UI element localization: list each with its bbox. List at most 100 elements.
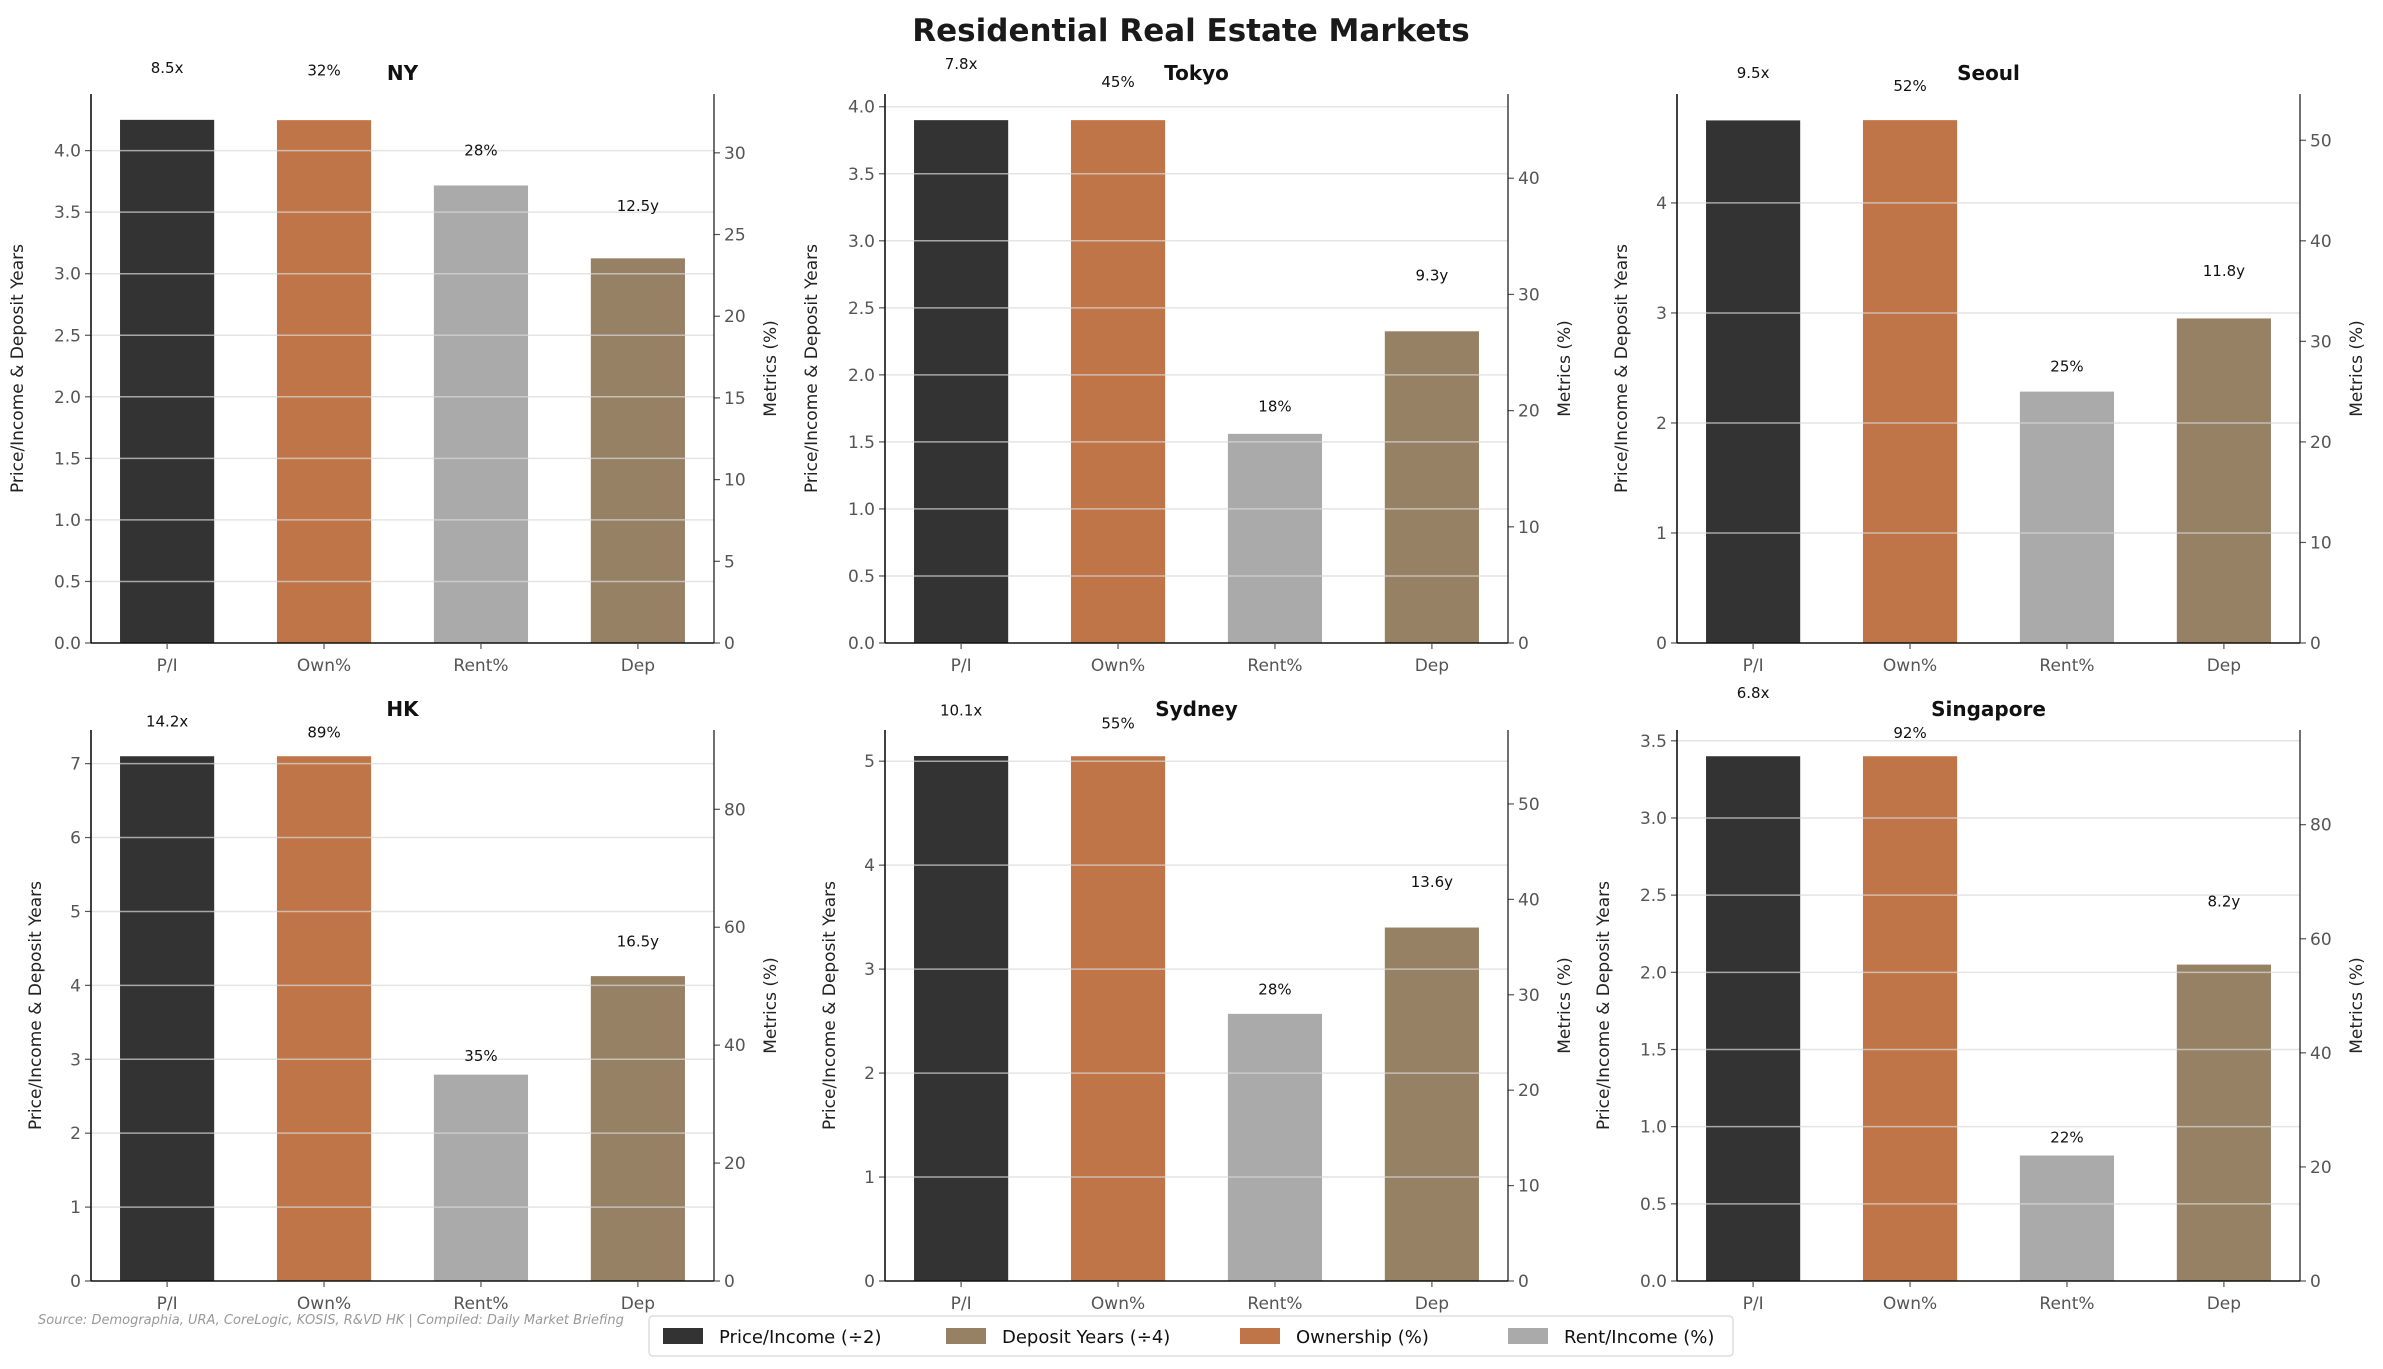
x-tick-label: Rent%	[2039, 1294, 2094, 1314]
bar-deposit-years	[2176, 318, 2271, 643]
y-tick-label: 4.0	[54, 142, 81, 162]
x-tick-label: Dep	[2207, 656, 2241, 676]
bar-rent-income	[433, 185, 529, 643]
y-tick-label: 2.0	[1640, 963, 1667, 983]
y2-tick-label: 20	[2310, 1158, 2332, 1178]
panel-title: Singapore	[1931, 697, 2046, 721]
panel-title: NY	[387, 61, 419, 85]
panel-hk: 0 1 2 3 4 5 6 7 0 20 40 60 80 14.2x 89% 35% 16.5y P/I Own%…	[26, 697, 781, 1314]
panel-title: Tokyo	[1164, 61, 1229, 85]
y-tick-label: 1.5	[1640, 1040, 1667, 1060]
bar-price-income	[914, 755, 1009, 1281]
value-label-rent-income: 18%	[1258, 397, 1291, 415]
value-label-ownership: 32%	[307, 61, 340, 79]
legend-item: Deposit Years (÷4)	[946, 1327, 1170, 1348]
y2-tick-label: 40	[2310, 232, 2332, 252]
x-tick-label: Dep	[1415, 656, 1449, 676]
y-tick-label: 2	[1656, 414, 1667, 434]
x-tick-label: Own%	[1883, 656, 1937, 676]
chart-title: Residential Real Estate Markets	[912, 13, 1469, 49]
value-label-deposit-years: 16.5y	[617, 932, 659, 950]
y-tick-label: 1	[864, 1168, 875, 1188]
x-tick-label: Dep	[2207, 1294, 2241, 1314]
value-label-rent-income: 28%	[1258, 981, 1291, 999]
bar-rent-income	[2019, 1155, 2115, 1281]
value-label-ownership: 45%	[1101, 73, 1134, 91]
x-tick-label: Own%	[297, 1294, 351, 1314]
y2-tick-label: 10	[724, 471, 746, 491]
x-tick-label: Own%	[297, 656, 351, 676]
y-tick-label: 0.5	[848, 567, 875, 587]
panel-ny: 0.0 0.5 1.0 1.5 2.0 2.5 3.0 3.5 4.0 0 5 10 15 20 25 30 8…	[8, 59, 781, 676]
y2-axis-label: Metrics (%)	[1555, 957, 1575, 1054]
x-tick-label: Rent%	[1247, 656, 1302, 676]
y-tick-label: 1	[70, 1198, 81, 1218]
x-tick-label: Own%	[1883, 1294, 1937, 1314]
bar-price-income	[120, 119, 215, 643]
y2-tick-label: 40	[2310, 1044, 2332, 1064]
y2-tick-label: 20	[1518, 1081, 1540, 1101]
y2-tick-label: 40	[1518, 169, 1540, 189]
bar-ownership	[1070, 756, 1166, 1281]
value-label-ownership: 55%	[1101, 714, 1134, 732]
value-label-deposit-years: 11.8y	[2203, 262, 2245, 280]
bar-price-income	[1706, 120, 1801, 644]
y2-tick-label: 20	[724, 307, 746, 327]
x-tick-label: Rent%	[1247, 1294, 1302, 1314]
x-tick-label: P/I	[951, 1294, 972, 1314]
value-label-rent-income: 28%	[464, 141, 497, 159]
legend-box	[648, 1315, 1734, 1357]
y2-tick-label: 0	[724, 634, 735, 654]
y2-tick-label: 40	[724, 1036, 746, 1056]
y2-axis-label: Metrics (%)	[1555, 320, 1575, 417]
y2-tick-label: 50	[2310, 131, 2332, 151]
y-tick-label: 0	[864, 1272, 875, 1292]
y-tick-label: 3.5	[848, 165, 875, 185]
y-axis-label: Price/Income & Deposit Years	[802, 244, 822, 493]
y-tick-label: 1.0	[54, 511, 81, 531]
y2-tick-label: 0	[1518, 634, 1529, 654]
value-label-ownership: 92%	[1893, 724, 1926, 742]
bar-ownership	[1070, 120, 1166, 643]
legend: Price/Income (÷2) Deposit Years (÷4) Owner…	[648, 1315, 1734, 1357]
y-axis-label: Price/Income & Deposit Years	[1594, 881, 1614, 1130]
panel-tokyo: 0.0 0.5 1.0 1.5 2.0 2.5 3.0 3.5 4.0 0 10 20 30 40 7.8x…	[802, 55, 1575, 676]
value-label-deposit-years: 8.2y	[2208, 893, 2241, 911]
bar-deposit-years	[1384, 927, 1479, 1281]
x-tick-label: Dep	[1415, 1294, 1449, 1314]
bar-ownership	[276, 120, 372, 643]
bar-price-income	[1706, 756, 1801, 1281]
y-tick-label: 1.0	[1640, 1118, 1667, 1138]
y-tick-label: 3.5	[54, 203, 81, 223]
value-label-ownership: 89%	[307, 723, 340, 741]
value-label-price-income: 7.8x	[945, 55, 978, 73]
legend-label: Rent/Income (%)	[1564, 1327, 1714, 1348]
y-tick-label: 0.5	[54, 572, 81, 592]
y2-tick-label: 25	[724, 226, 746, 246]
bar-price-income	[120, 756, 215, 1281]
x-tick-label: P/I	[1743, 656, 1764, 676]
y-tick-label: 2	[70, 1124, 81, 1144]
legend-swatch	[1508, 1328, 1548, 1344]
y2-tick-label: 10	[1518, 518, 1540, 538]
value-label-deposit-years: 12.5y	[617, 197, 659, 215]
y-tick-label: 1.5	[848, 433, 875, 453]
bar-deposit-years	[590, 258, 685, 643]
panel-title: Seoul	[1957, 61, 2020, 85]
legend-label: Ownership (%)	[1296, 1327, 1429, 1348]
x-tick-label: Rent%	[453, 656, 508, 676]
y2-tick-label: 5	[724, 552, 735, 572]
x-tick-label: Dep	[621, 656, 655, 676]
legend-item: Ownership (%)	[1240, 1327, 1429, 1348]
value-label-ownership: 52%	[1893, 77, 1926, 95]
y-tick-label: 4	[1656, 194, 1667, 214]
bar-deposit-years	[590, 976, 685, 1281]
y2-tick-label: 0	[2310, 634, 2321, 654]
bar-rent-income	[433, 1074, 529, 1281]
y2-tick-label: 40	[1518, 890, 1540, 910]
bar-deposit-years	[2176, 964, 2271, 1281]
y-tick-label: 2.5	[54, 326, 81, 346]
